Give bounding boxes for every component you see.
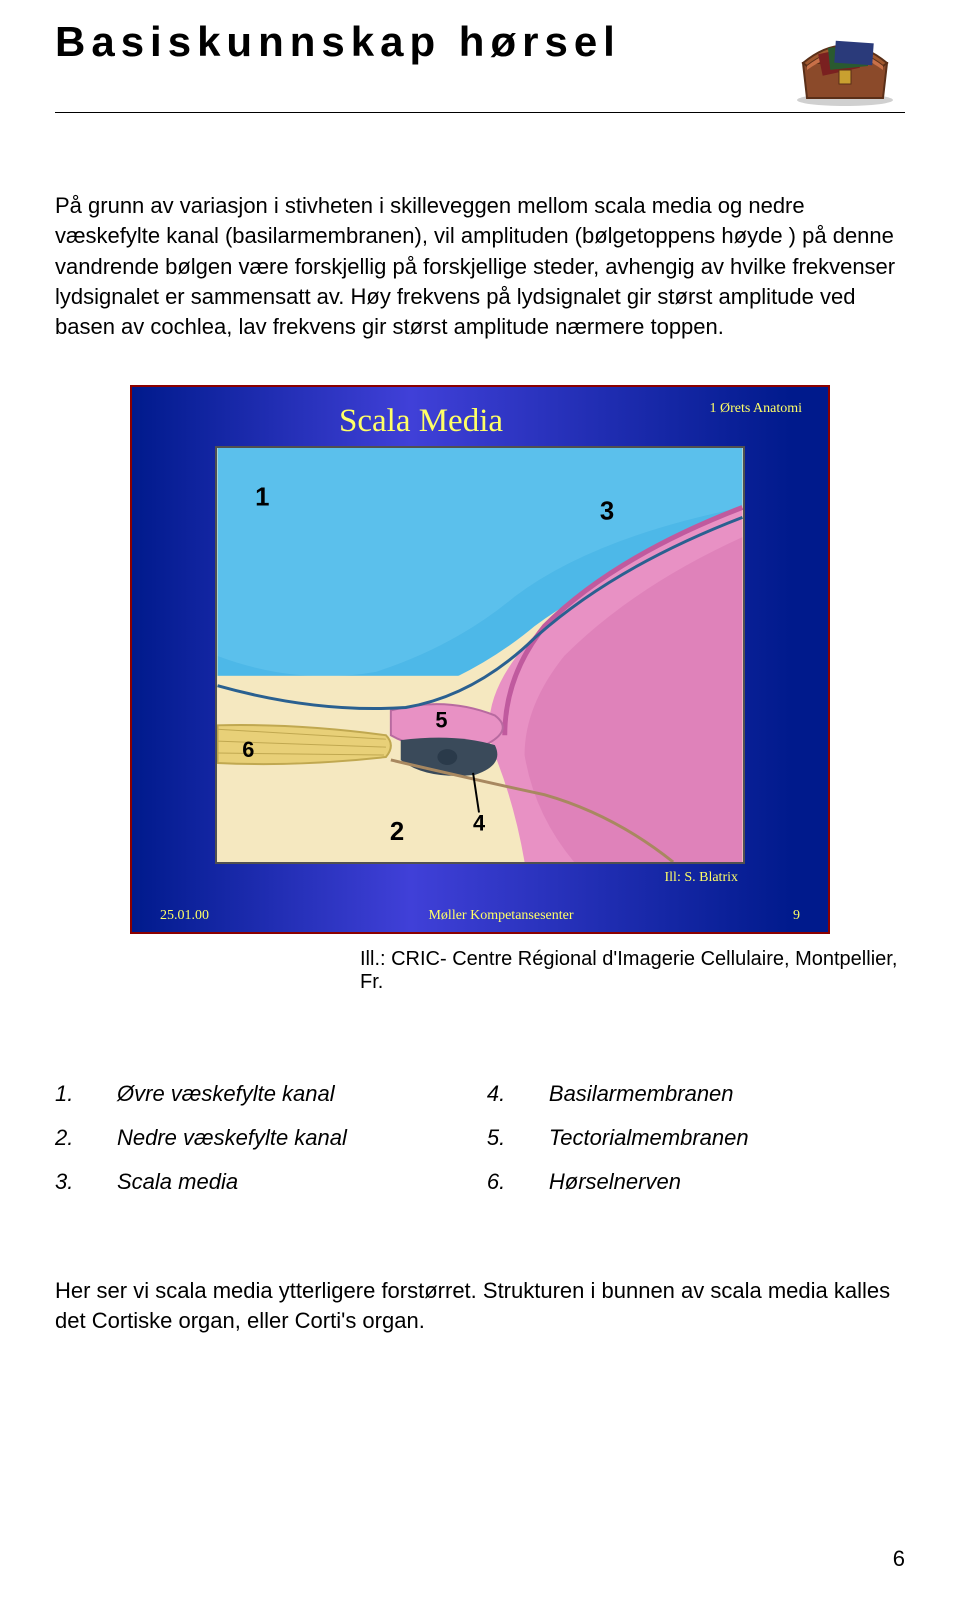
intro-paragraph: På grunn av variasjon i stivheten i skil… — [55, 191, 905, 343]
header: Basiskunnskap hørsel — [55, 0, 905, 108]
legend-item: 5.Tectorialmembranen — [487, 1116, 749, 1160]
slide-number: 9 — [793, 908, 800, 924]
treasure-chest-icon — [785, 18, 905, 108]
diagram-label-5: 5 — [435, 707, 447, 732]
legend-item: 6.Hørselnerven — [487, 1160, 749, 1204]
legend-num: 6. — [487, 1160, 549, 1204]
header-underline — [55, 112, 905, 113]
page-number: 6 — [893, 1546, 905, 1572]
diagram-label-2: 2 — [390, 818, 404, 846]
legend-item: 3.Scala media — [55, 1160, 347, 1204]
slide-panel: Scala Media 1 Ørets Anatomi — [130, 385, 830, 934]
slide-date: 25.01.00 — [160, 908, 209, 924]
diagram-label-1: 1 — [255, 483, 269, 511]
legend-text: Hørselnerven — [549, 1160, 681, 1204]
legend-num: 2. — [55, 1116, 117, 1160]
diagram-label-3: 3 — [600, 497, 614, 525]
slide-title: Scala Media — [339, 403, 503, 440]
slide-breadcrumb: 1 Ørets Anatomi — [709, 401, 802, 417]
legend-text: Basilarmembranen — [549, 1072, 734, 1116]
legend: 1.Øvre væskefylte kanal 2.Nedre væskefyl… — [55, 1072, 905, 1204]
legend-num: 4. — [487, 1072, 549, 1116]
legend-item: 4.Basilarmembranen — [487, 1072, 749, 1116]
slide-footer: 25.01.00 Møller Kompetansesenter 9 — [154, 908, 806, 924]
legend-text: Øvre væskefylte kanal — [117, 1072, 335, 1116]
legend-text: Nedre væskefylte kanal — [117, 1116, 347, 1160]
page-title: Basiskunnskap hørsel — [55, 18, 775, 74]
legend-text: Tectorialmembranen — [549, 1116, 749, 1160]
closing-paragraph: Her ser vi scala media ytterligere forst… — [55, 1276, 905, 1337]
legend-item: 2.Nedre væskefylte kanal — [55, 1116, 347, 1160]
diagram-label-6: 6 — [242, 737, 254, 762]
legend-num: 1. — [55, 1072, 117, 1116]
slide-source: Møller Kompetansesenter — [428, 908, 573, 924]
slide-image-wrap: 1 3 5 6 2 4 — [154, 446, 806, 864]
image-caption: Ill.: CRIC- Centre Régional d'Imagerie C… — [360, 948, 905, 994]
legend-item: 1.Øvre væskefylte kanal — [55, 1072, 347, 1116]
slide-header-row: Scala Media 1 Ørets Anatomi — [154, 399, 806, 440]
legend-num: 3. — [55, 1160, 117, 1204]
legend-num: 5. — [487, 1116, 549, 1160]
legend-col-left: 1.Øvre væskefylte kanal 2.Nedre væskefyl… — [55, 1072, 347, 1204]
legend-text: Scala media — [117, 1160, 238, 1204]
legend-col-right: 4.Basilarmembranen 5.Tectorialmembranen … — [487, 1072, 749, 1204]
cochlea-diagram: 1 3 5 6 2 4 — [215, 446, 745, 864]
diagram-label-4: 4 — [473, 810, 485, 835]
illustration-credit: Ill: S. Blatrix — [154, 870, 738, 886]
